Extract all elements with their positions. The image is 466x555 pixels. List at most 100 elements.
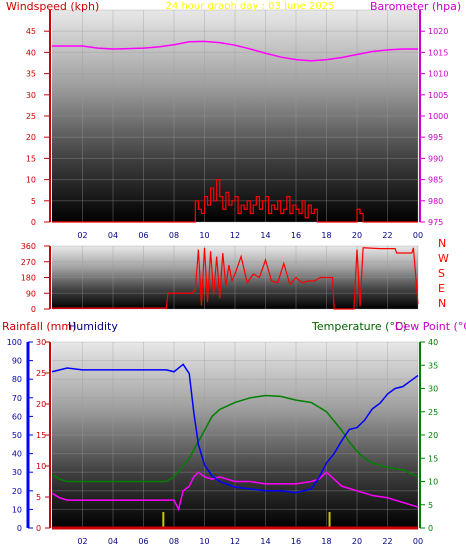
wind-direction-tick-label: 90 xyxy=(26,289,36,298)
wind-direction-tick-label: 360 xyxy=(21,242,36,251)
windspeed-tick-label: 20 xyxy=(26,133,36,142)
humidity-tick-label: 90 xyxy=(12,357,22,366)
x-tick-label: 10 xyxy=(199,537,209,546)
dewpoint-axis-title: Dew Point (°C) xyxy=(395,320,466,333)
x-tick-label: 22 xyxy=(382,537,392,546)
x-tick-label: 14 xyxy=(260,537,270,546)
windspeed-tick-label: 35 xyxy=(26,70,36,79)
rainfall-axis: 0 5 10 15 20 25 30 xyxy=(36,338,51,533)
windspeed-tick-label: 45 xyxy=(26,27,36,36)
barometer-axis: 975 980 985 990 995 1000 1005 1010 1015 1020 xyxy=(419,10,448,227)
x-tick-label: 18 xyxy=(321,231,331,240)
x-tick-label: 16 xyxy=(291,231,301,240)
rainfall-tick-label: 0 xyxy=(36,524,41,533)
wind-direction-series xyxy=(52,247,419,310)
humidity-tick-label: 0 xyxy=(17,524,22,533)
barometer-tick-label: 985 xyxy=(428,176,443,185)
x-tick-label: 08 xyxy=(169,537,179,546)
barometer-tick-label: 1020 xyxy=(428,27,448,36)
x-tick-label: 06 xyxy=(138,231,148,240)
compass-label: S xyxy=(438,267,445,280)
compass-label: E xyxy=(438,282,445,295)
x-tick-label: 20 xyxy=(352,537,362,546)
temperature-line xyxy=(51,394,419,483)
rainfall-tick-label: 15 xyxy=(36,431,46,440)
humidity-tick-label: 80 xyxy=(12,375,22,384)
x-tick-label: 00 xyxy=(413,231,423,240)
humidity-temperature-x-axis: 02 04 06 08 10 12 14 16 18 20 22 00 xyxy=(77,537,423,546)
x-tick-label: 22 xyxy=(382,231,392,240)
x-tick-label: 04 xyxy=(108,537,118,546)
x-tick-label: 12 xyxy=(230,231,240,240)
wind-direction-grid xyxy=(52,245,419,310)
humidity-tick-label: 50 xyxy=(12,431,22,440)
x-tick-label: 02 xyxy=(77,231,87,240)
temperature-tick-label: 15 xyxy=(428,454,438,463)
barometer-tick-label: 980 xyxy=(428,197,443,206)
rainfall-tick-label: 10 xyxy=(36,462,46,471)
x-tick-label: 00 xyxy=(413,537,423,546)
temperature-tick-label: 0 xyxy=(428,524,433,533)
dewpoint-line xyxy=(51,471,419,512)
windspeed-tick-label: 5 xyxy=(31,197,36,206)
barometer-tick-label: 995 xyxy=(428,133,443,142)
x-tick-label: 06 xyxy=(138,537,148,546)
temperature-tick-label: 35 xyxy=(428,361,438,370)
barometer-tick-label: 1000 xyxy=(428,112,448,121)
humidity-tick-label: 40 xyxy=(12,450,22,459)
rainfall-tick-label: 5 xyxy=(36,493,41,502)
humidity-tick-label: 20 xyxy=(12,487,22,496)
compass-label: N xyxy=(438,237,446,250)
temperature-tick-label: 40 xyxy=(428,338,438,347)
humidity-tick-label: 30 xyxy=(12,468,22,477)
humidity-axis: 0 10 20 30 40 50 60 70 80 90 100 xyxy=(7,338,33,533)
windspeed-tick-label: 15 xyxy=(26,154,36,163)
windspeed-tick-label: 40 xyxy=(26,48,36,57)
compass-label: N xyxy=(438,297,446,310)
wind-barometer-grid xyxy=(52,9,419,223)
temperature-tick-label: 10 xyxy=(428,478,438,487)
wind-direction-tick-label: 270 xyxy=(21,258,36,267)
x-tick-label: 04 xyxy=(108,231,118,240)
windspeed-tick-label: 25 xyxy=(26,112,36,121)
humidity-tick-label: 100 xyxy=(7,338,22,347)
humidity-tick-label: 10 xyxy=(12,505,22,514)
x-tick-label: 16 xyxy=(291,537,301,546)
x-tick-label: 02 xyxy=(77,537,87,546)
barometer-tick-label: 975 xyxy=(428,218,443,227)
humidity-tick-label: 70 xyxy=(12,394,22,403)
wind-direction-axis: 0 90 180 270 360 xyxy=(21,242,51,314)
humidity-axis-title: Humidity xyxy=(68,320,118,333)
humidity-tick-label: 60 xyxy=(12,412,22,421)
wind-direction-tick-label: 180 xyxy=(21,274,36,283)
temperature-tick-label: 25 xyxy=(428,408,438,417)
windspeed-axis: 0 5 10 15 20 25 30 35 40 45 xyxy=(26,10,51,227)
windspeed-line xyxy=(52,179,418,223)
humidity-temperature-plot-area xyxy=(52,342,418,528)
temperature-tick-label: 20 xyxy=(428,431,438,440)
wind-barometer-x-axis: 02 04 06 08 10 12 14 16 18 20 22 00 xyxy=(77,231,423,240)
windspeed-tick-label: 0 xyxy=(31,218,36,227)
humidity-line xyxy=(51,363,419,494)
temperature-axis: 0 5 10 15 20 25 30 35 40 xyxy=(419,338,438,533)
x-tick-label: 14 xyxy=(260,231,270,240)
x-tick-label: 10 xyxy=(199,231,209,240)
graph-title: 24 hour graph day : 03 June 2025 xyxy=(166,1,335,12)
barometer-tick-label: 1010 xyxy=(428,70,448,79)
temperature-tick-label: 30 xyxy=(428,385,438,394)
humidity-temperature-panel: 0 10 20 30 40 50 60 70 80 90 100 0 5 10 15 20 25 30 0 5 10… xyxy=(2,320,466,546)
compass-label: W xyxy=(438,252,449,265)
rainfall-tick-label: 25 xyxy=(36,369,46,378)
barometer-tick-label: 1015 xyxy=(428,48,448,57)
x-tick-label: 08 xyxy=(169,231,179,240)
rainfall-tick-label: 30 xyxy=(36,338,46,347)
wind-direction-line xyxy=(52,247,419,310)
humidity-temperature-series xyxy=(51,363,419,530)
temperature-axis-title: Temperature (°C) xyxy=(311,320,407,333)
x-tick-label: 18 xyxy=(321,537,331,546)
humidity-temperature-grid xyxy=(52,341,419,529)
windspeed-axis-title: Windspeed (kph) xyxy=(6,0,99,13)
